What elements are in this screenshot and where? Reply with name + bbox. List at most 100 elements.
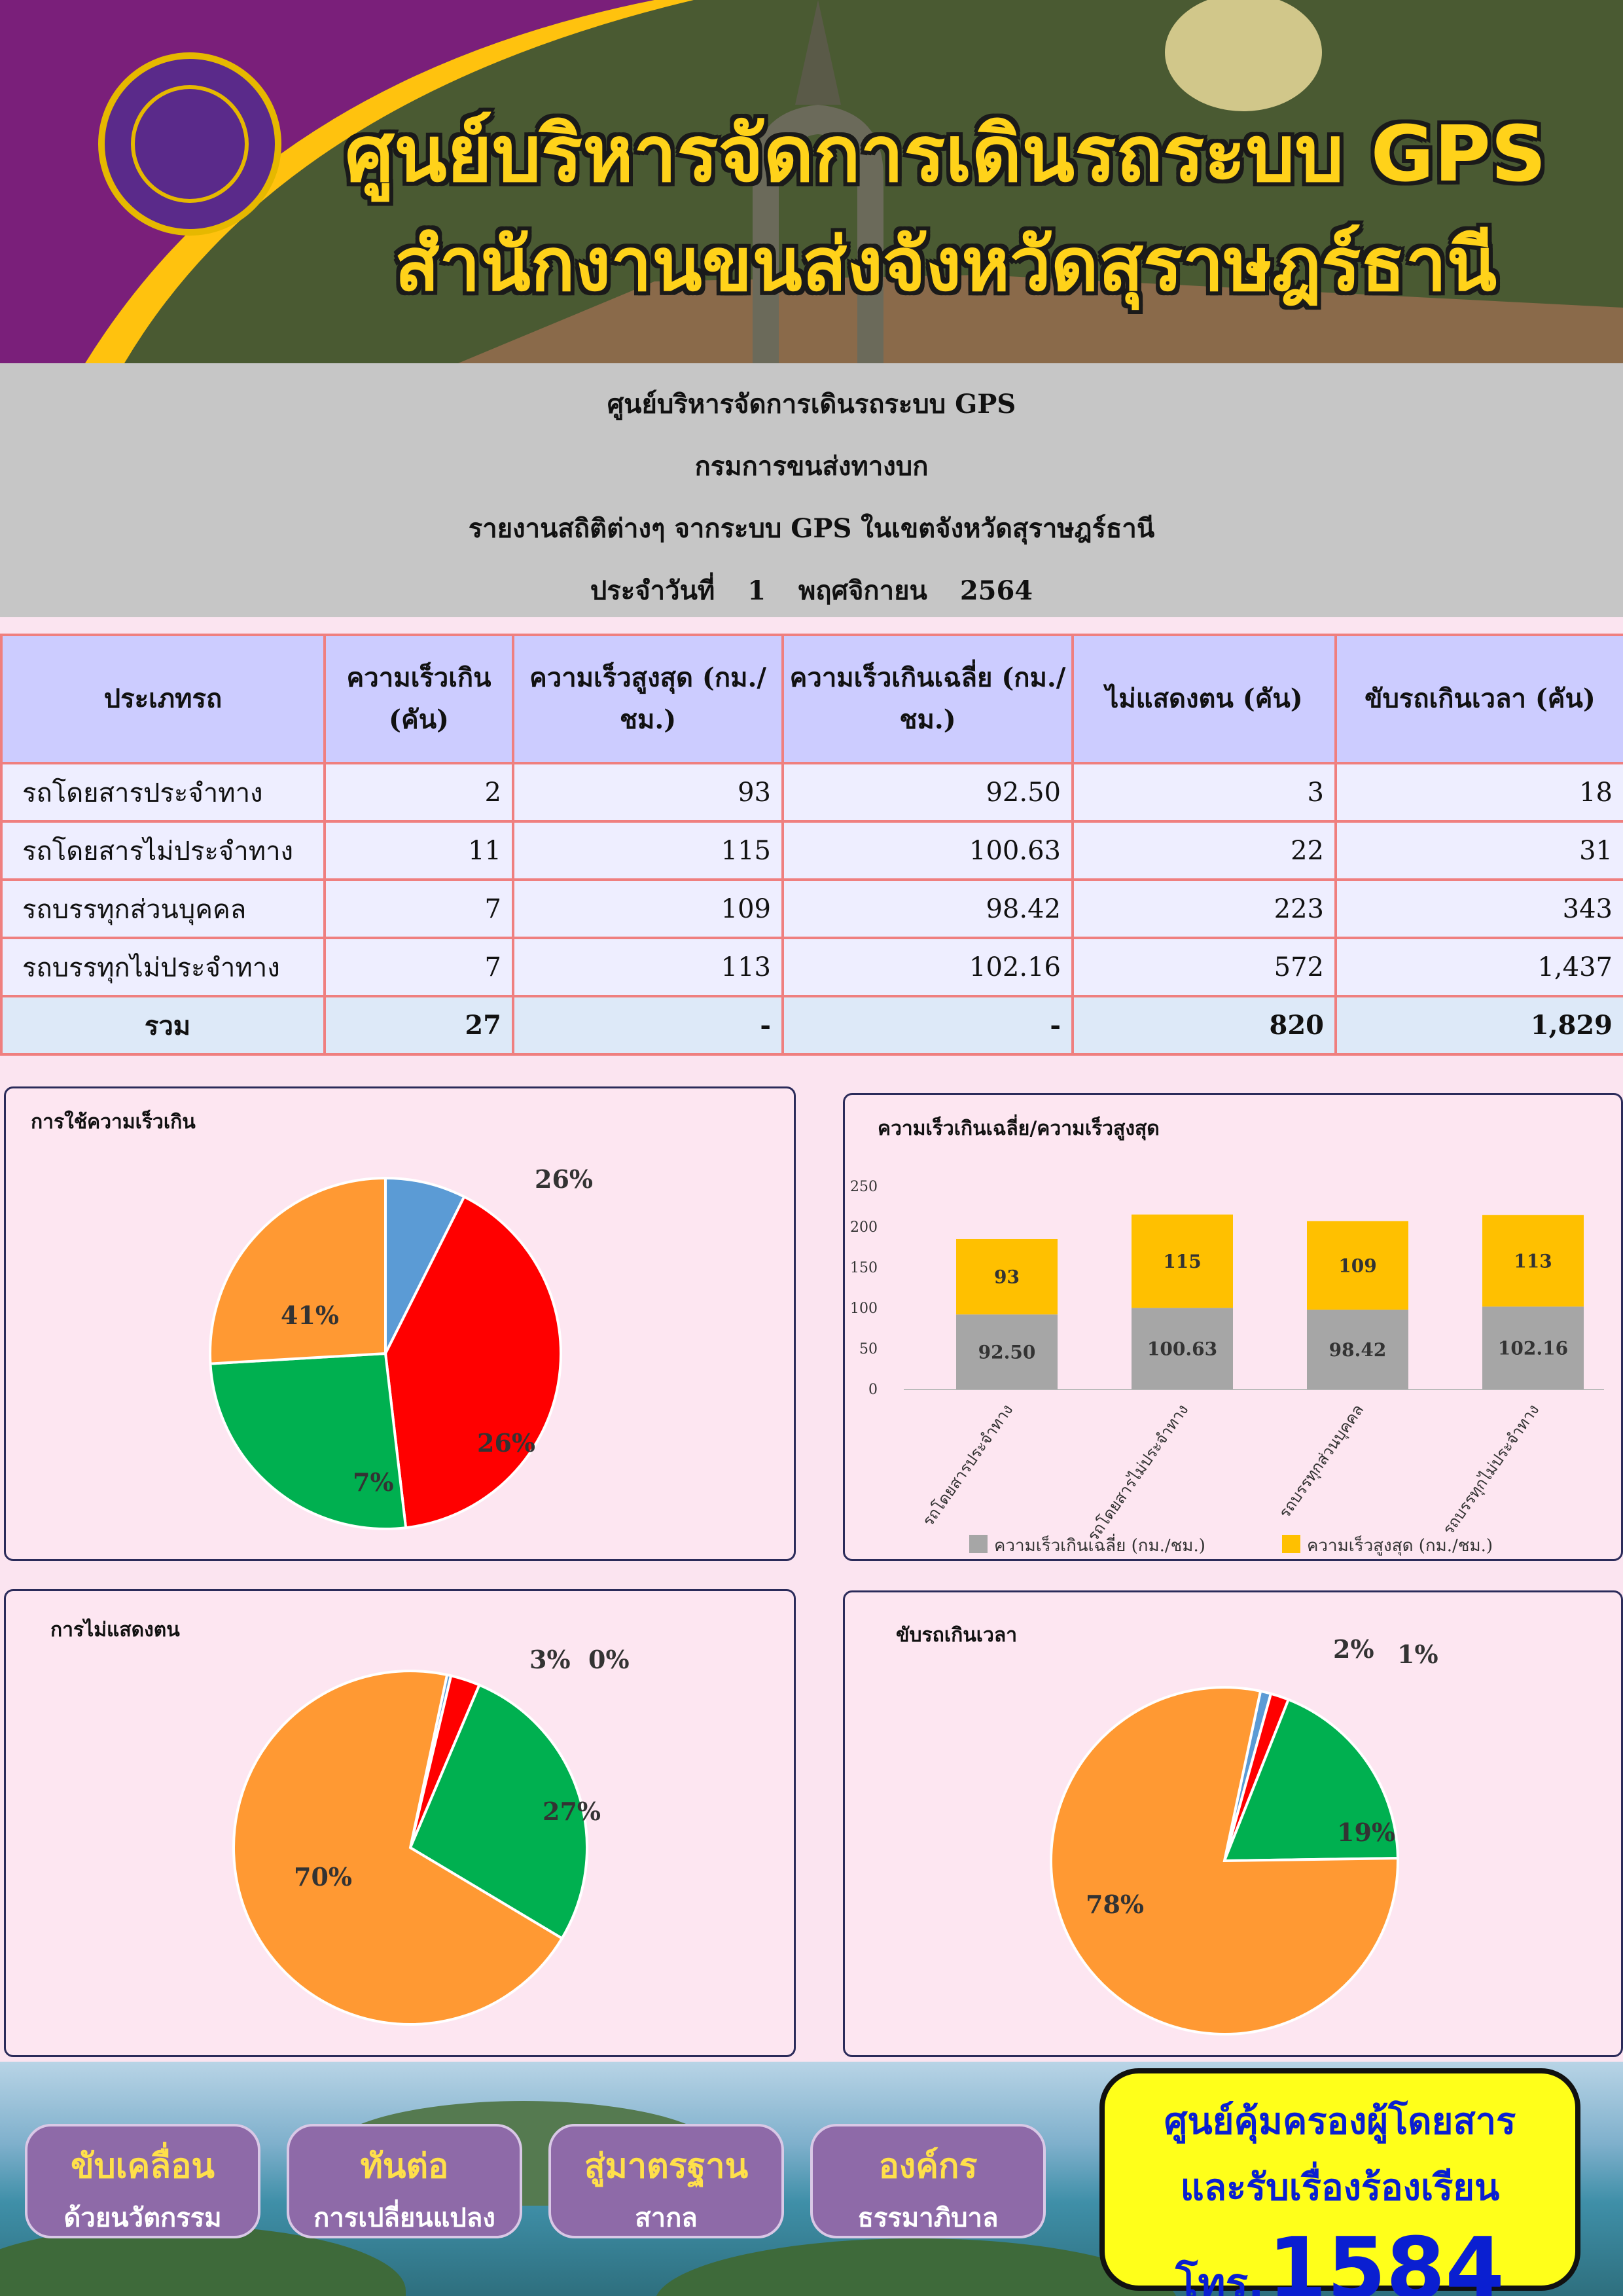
slogan-line1: ขับเคลื่อน (71, 2147, 215, 2186)
header-overtime: ขับรถเกินเวลา (คัน) (1334, 634, 1623, 764)
chart-title: ความเร็วเกินเฉลี่ย/ความเร็วสูงสุด (878, 1117, 1160, 1140)
table-cell: 100.63 (781, 820, 1074, 881)
hotline-line2: และรับเรื่องร้องเรียน (1180, 2166, 1500, 2209)
report-department: กรมการขนส่งทางบก (694, 451, 929, 482)
legend-label: ความเร็วเกินเฉลี่ย (กม./ชม.) (994, 1534, 1205, 1556)
legend-label: ความเร็วสูงสุด (กม./ชม.) (1307, 1535, 1493, 1556)
pie-data-label: 27% (543, 1797, 601, 1826)
table-cell: 113 (512, 937, 784, 997)
pie-data-label: 7% (353, 1467, 394, 1497)
slogan-standard: สู่มาตรฐาน สากล (548, 2124, 784, 2238)
bar-avg-speed (1132, 1308, 1233, 1390)
pie-data-label: 26% (535, 1164, 593, 1194)
pie-slice (1050, 1686, 1399, 2036)
table-cell: 223 (1071, 878, 1337, 939)
header-title-line1: ศูนย์บริหารจัดการเดินรถระบบ GPS (345, 109, 1546, 199)
bar-avg-speed (956, 1314, 1058, 1390)
bar-data-label: 115 (1163, 1251, 1201, 1272)
overtime-pie-chart: 1% 2% 19% 78% (1050, 1634, 1438, 2036)
bar-max-speed (1132, 1214, 1233, 1308)
table-cell: 92.50 (781, 762, 1074, 823)
legend-swatch (969, 1535, 988, 1553)
table-cell: 1,829 (1334, 995, 1623, 1056)
table-cell: 115 (512, 820, 784, 881)
table-row: รถโดยสารไม่ประจำทาง 11 115 100.63 22 31 (0, 820, 1623, 881)
table-header-row: ประเภทรถ ความเร็วเกิน (คัน) ความเร็วสูงส… (0, 634, 1623, 764)
table-cell: - (512, 995, 784, 1056)
table-cell: 31 (1334, 820, 1623, 881)
header-no-identity: ไม่แสดงตน (คัน) (1071, 634, 1337, 764)
y-tick-label: 200 (850, 1219, 878, 1236)
table-cell: 98.42 (781, 878, 1074, 939)
pie-data-label: 0% (588, 1645, 630, 1674)
table-cell: 102.16 (781, 937, 1074, 997)
bar-avg-speed (1482, 1306, 1584, 1390)
x-tick-label: รถบรรทุกไม่ประจำทาง (1439, 1401, 1543, 1538)
pie-slice (232, 1670, 564, 2026)
report-subtitle: รายงานสถิติต่างๆ จากระบบ GPS ในเขตจังหวั… (468, 513, 1155, 544)
no-identity-pie-panel: การไม่แสดงตน 0% 3% 27% 70% (4, 1589, 796, 2057)
pie-slice (209, 1176, 387, 1365)
table-cell: 3 (1071, 762, 1337, 823)
bar-data-label: 102.16 (1498, 1338, 1568, 1359)
x-tick-label: รถโดยสารไม่ประจำทาง (1084, 1401, 1192, 1545)
hotline-prefix: โทร. (1175, 2260, 1264, 2296)
stats-table: ประเภทรถ ความเร็วเกิน (คัน) ความเร็วสูงส… (0, 634, 1623, 1056)
y-tick-label: 50 (859, 1341, 878, 1357)
slogan-line2: สากล (635, 2203, 698, 2233)
report-date: ประจำวันที่ 1 พฤศจิกายน 2564 (0, 569, 1623, 611)
pie-slice (384, 1176, 466, 1354)
table-cell: 572 (1071, 937, 1337, 997)
header-speeding-count: ความเร็วเกิน (คัน) (323, 634, 514, 764)
hotline-number: 1584 (1268, 2219, 1505, 2296)
x-tick-label: รถบรรทุกส่วนบุคคล (1275, 1401, 1368, 1522)
pie-slice (408, 1683, 588, 1941)
header-banner: ศูนย์บริหารจัดการเดินรถระบบ GPS สำนักงาน… (0, 0, 1623, 363)
slogan-innovation: ขับเคลื่อน ด้วยนวัตกรรม (25, 2124, 260, 2238)
header-max-speed: ความเร็วสูงสุด (กม./ชม.) (512, 634, 784, 764)
slogan-line2: ด้วยนวัตกรรม (63, 2203, 222, 2233)
pie-slice (383, 1194, 563, 1530)
slogan-line1: ทันต่อ (360, 2147, 449, 2186)
table-cell: รถบรรทุกไม่ประจำทาง (0, 937, 326, 997)
table-row: รถบรรทุกส่วนบุคคล 7 109 98.42 223 343 (0, 878, 1623, 939)
speeding-pie-chart: 7% 41% 26% 26% (209, 1164, 593, 1530)
table-cell: 820 (1071, 995, 1337, 1056)
table-cell: 109 (512, 878, 784, 939)
y-tick-label: 0 (868, 1382, 878, 1398)
header-vehicle-type: ประเภทรถ (0, 634, 326, 764)
no-identity-pie-chart: 0% 3% 27% 70% (232, 1645, 630, 2026)
y-tick-label: 150 (850, 1260, 878, 1276)
table-cell: 1,437 (1334, 937, 1623, 997)
table-cell: 343 (1334, 878, 1623, 939)
report-title: ศูนย์บริหารจัดการเดินรถระบบ GPS (607, 389, 1016, 420)
pie-slice (209, 1352, 408, 1530)
chart-title: การไม่แสดงตน (50, 1619, 180, 1641)
slogan-line2: ธรรมาภิบาล (857, 2203, 999, 2233)
bar-max-speed (1307, 1221, 1408, 1310)
bar-data-label: 113 (1514, 1250, 1552, 1272)
slogan-change: ทันต่อ การเปลี่ยนแปลง (287, 2124, 522, 2238)
table-row: รถโดยสารประจำทาง 2 93 92.50 3 18 (0, 762, 1623, 823)
table-cell: - (781, 995, 1074, 1056)
speed-bar-chart: 0 50 100 150 200 250 92.50 93 รถโดยสารประจำทาง 10… (850, 1179, 1604, 1556)
table-cell: 27 (323, 995, 514, 1056)
overtime-pie-panel: ขับรถเกินเวลา 1% 2% 19% 78% (843, 1590, 1623, 2057)
pie-data-label: 70% (294, 1862, 352, 1892)
table-cell: 11 (323, 820, 514, 881)
pie-data-label: 19% (1337, 1818, 1395, 1847)
table-cell: 2 (323, 762, 514, 823)
pie-data-label: 26% (477, 1428, 535, 1458)
header-title-line2: สำนักงานขนส่งจังหวัดสุราษฎร์ธานี (394, 223, 1497, 308)
legend-swatch (1282, 1535, 1300, 1553)
chart-title: การใช้ความเร็วเกิน (31, 1111, 196, 1134)
bar-data-label: 92.50 (978, 1342, 1036, 1363)
table-cell: 22 (1071, 820, 1337, 881)
speed-bar-panel: ความเร็วเกินเฉลี่ย/ความเร็วสูงสุด 0 50 100… (843, 1093, 1623, 1561)
pie-data-label: 1% (1397, 1640, 1438, 1669)
x-tick-label: รถโดยสารประจำทาง (919, 1401, 1016, 1530)
date-year: 2564 (959, 575, 1033, 606)
y-tick-label: 100 (850, 1300, 878, 1317)
date-month: พฤศจิกายน (798, 575, 927, 606)
bar-avg-speed (1307, 1309, 1408, 1390)
